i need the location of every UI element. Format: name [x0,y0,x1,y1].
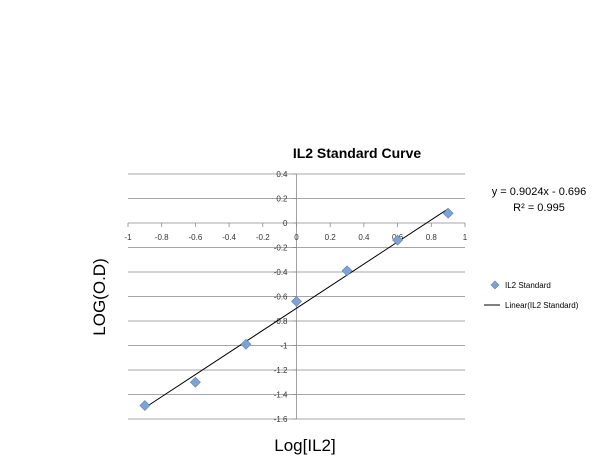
data-point [240,338,252,350]
axes [127,173,466,420]
x-tick-label: -0.4 [222,233,236,242]
legend-marker-diamond [490,280,500,290]
y-tick-label: -0.4 [274,268,288,277]
y-tick-label: 0.2 [276,195,288,204]
data-point [392,234,404,246]
x-axis-title: Log[IL2] [274,436,335,455]
x-tick-label: 0.8 [426,233,438,242]
x-tick-label: 0.4 [358,233,370,242]
data-point [291,295,302,307]
r-squared-label: R² = 0.995 [513,202,565,214]
y-tick-label: -1.2 [274,366,288,375]
x-tick-label: -1 [124,233,132,242]
y-tick-label: -1.6 [274,415,288,424]
y-tick-label: -0.8 [274,317,288,326]
tick-labels: 0.4 0.2 0 -0.2 -0.4 -0.6 -0.8 -1 -1.2 -1.4 -1.6 -1 -… [124,170,467,424]
y-tick-label: -1.4 [274,391,288,400]
y-tick-label: -1 [280,342,288,351]
y-tick-label: -0.2 [274,244,288,253]
data-point [341,265,353,277]
x-tick-label: -0.8 [155,233,169,242]
legend-label-trendline: Linear(IL2 Standard) [505,301,579,310]
data-point [442,207,454,219]
x-tick-label: -0.6 [189,233,203,242]
trendline-equation: y = 0.9024x - 0.696 [492,186,586,198]
x-tick-label: 0 [294,233,299,242]
chart-title: IL2 Standard Curve [293,145,422,161]
legend: IL2 Standard Linear(IL2 Standard) [484,280,579,310]
data-point [139,400,151,411]
x-tick-label: -0.2 [256,233,270,242]
y-axis-title: LOG(O.D) [90,258,109,335]
legend-label-series: IL2 Standard [505,281,551,290]
y-tick-label: -0.6 [274,293,288,302]
data-point [189,376,201,388]
data-points [139,207,454,411]
y-tick-label: 0.4 [276,170,288,179]
x-tick-label: 0.2 [325,233,337,242]
x-tick-label: 1 [463,233,468,242]
y-tick-label: 0 [283,219,288,228]
